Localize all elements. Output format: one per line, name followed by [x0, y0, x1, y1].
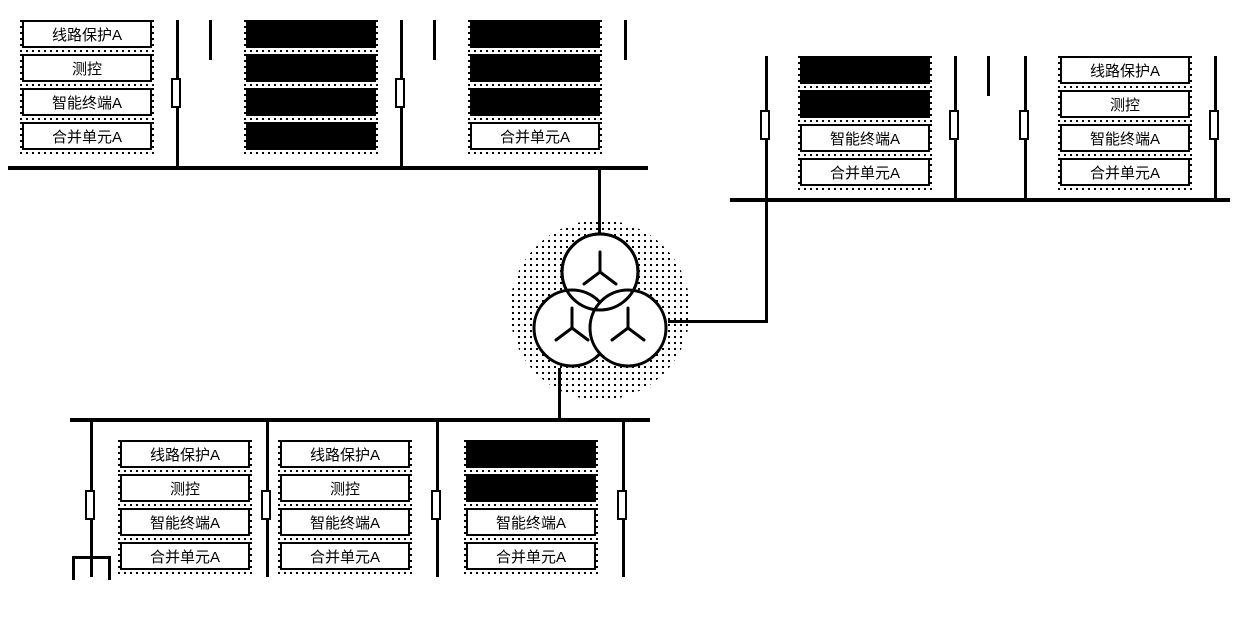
- box-label: 线路保护A: [276, 24, 346, 45]
- device-box-intelligent-terminal: 智能终端A: [246, 88, 376, 116]
- breaker-icon: [171, 78, 181, 108]
- device-box-merge-unit: 合并单元A: [466, 542, 596, 570]
- device-box-measurement: 测控: [800, 90, 930, 118]
- box-label: 智能终端A: [276, 92, 346, 113]
- device-box-line-protection: 线路保护A: [246, 20, 376, 48]
- device-box-line-protection: 线路保护A: [1060, 56, 1190, 84]
- bay-stack-top-3: 线路保护A 测控 智能终端A 合并单元A: [470, 20, 600, 150]
- branch: [765, 202, 768, 322]
- box-label: 智能终端A: [1090, 128, 1160, 149]
- bay-stack-bot-1: 线路保护A 测控 智能终端A 合并单元A: [120, 440, 250, 570]
- bay-stack-top-2: 线路保护A 测控 智能终端A 合并单元A: [246, 20, 376, 150]
- box-label: 测控: [330, 478, 360, 499]
- device-box-measurement: 测控: [1060, 90, 1190, 118]
- box-label: 线路保护A: [1090, 60, 1160, 81]
- box-label: 线路保护A: [830, 60, 900, 81]
- box-label: 线路保护A: [52, 24, 122, 45]
- device-box-measurement: 测控: [280, 474, 410, 502]
- device-box-line-protection: 线路保护A: [280, 440, 410, 468]
- breaker-icon: [1019, 110, 1029, 140]
- box-label: 线路保护A: [310, 444, 380, 465]
- breaker-icon: [617, 490, 627, 520]
- box-label: 合并单元A: [52, 126, 122, 147]
- branch: [987, 56, 990, 96]
- device-box-intelligent-terminal: 智能终端A: [466, 508, 596, 536]
- box-label: 测控: [170, 478, 200, 499]
- box-label: 合并单元A: [496, 546, 566, 567]
- device-box-line-protection: 线路保护A: [466, 440, 596, 468]
- device-box-measurement: 测控: [470, 54, 600, 82]
- bay-stack-top-5: 线路保护A 测控 智能终端A 合并单元A: [1060, 56, 1190, 186]
- box-label: 测控: [296, 58, 326, 79]
- device-box-line-protection: 线路保护A: [470, 20, 600, 48]
- device-box-merge-unit: 合并单元A: [470, 122, 600, 150]
- box-label: 测控: [850, 94, 880, 115]
- breaker-icon: [760, 110, 770, 140]
- busbar-top-left: [8, 166, 648, 170]
- box-label: 合并单元A: [1090, 162, 1160, 183]
- device-box-merge-unit: 合并单元A: [22, 122, 152, 150]
- device-box-line-protection: 线路保护A: [800, 56, 930, 84]
- device-box-measurement: 测控: [466, 474, 596, 502]
- box-label: 测控: [72, 58, 102, 79]
- device-box-merge-unit: 合并单元A: [120, 542, 250, 570]
- branch: [433, 20, 436, 60]
- branch: [72, 556, 75, 580]
- breaker-icon: [949, 110, 959, 140]
- device-box-intelligent-terminal: 智能终端A: [470, 88, 600, 116]
- box-label: 合并单元A: [830, 162, 900, 183]
- breaker-icon: [261, 490, 271, 520]
- box-label: 智能终端A: [52, 92, 122, 113]
- bay-stack-top-4: 线路保护A 测控 智能终端A 合并单元A: [800, 56, 930, 186]
- device-box-line-protection: 线路保护A: [22, 20, 152, 48]
- box-label: 测控: [516, 478, 546, 499]
- device-box-measurement: 测控: [22, 54, 152, 82]
- box-label: 测控: [1110, 94, 1140, 115]
- device-box-measurement: 测控: [246, 54, 376, 82]
- bay-stack-bot-2: 线路保护A 测控 智能终端A 合并单元A: [280, 440, 410, 570]
- branch: [598, 170, 601, 234]
- device-box-intelligent-terminal: 智能终端A: [22, 88, 152, 116]
- branch: [72, 556, 110, 559]
- box-label: 合并单元A: [500, 126, 570, 147]
- box-label: 智能终端A: [310, 512, 380, 533]
- device-box-intelligent-terminal: 智能终端A: [120, 508, 250, 536]
- box-label: 合并单元A: [150, 546, 220, 567]
- busbar-bottom: [70, 418, 650, 422]
- transformer-icon: [520, 230, 680, 390]
- branch: [624, 20, 627, 60]
- branch: [668, 320, 768, 323]
- box-label: 合并单元A: [276, 126, 346, 147]
- device-box-intelligent-terminal: 智能终端A: [1060, 124, 1190, 152]
- breaker-icon: [395, 78, 405, 108]
- device-box-merge-unit: 合并单元A: [1060, 158, 1190, 186]
- box-label: 合并单元A: [310, 546, 380, 567]
- box-label: 智能终端A: [500, 92, 570, 113]
- device-box-merge-unit: 合并单元A: [800, 158, 930, 186]
- box-label: 线路保护A: [150, 444, 220, 465]
- box-label: 测控: [520, 58, 550, 79]
- bay-stack-top-1: 线路保护A 测控 智能终端A 合并单元A: [22, 20, 152, 150]
- breaker-icon: [85, 490, 95, 520]
- bay-stack-bot-3: 线路保护A 测控 智能终端A 合并单元A: [466, 440, 596, 570]
- branch: [209, 20, 212, 60]
- busbar-top-right: [730, 198, 1230, 202]
- box-label: 线路保护A: [496, 444, 566, 465]
- device-box-merge-unit: 合并单元A: [246, 122, 376, 150]
- device-box-measurement: 测控: [120, 474, 250, 502]
- device-box-intelligent-terminal: 智能终端A: [800, 124, 930, 152]
- box-label: 智能终端A: [496, 512, 566, 533]
- box-label: 智能终端A: [150, 512, 220, 533]
- box-label: 智能终端A: [830, 128, 900, 149]
- box-label: 线路保护A: [500, 24, 570, 45]
- device-box-line-protection: 线路保护A: [120, 440, 250, 468]
- device-box-merge-unit: 合并单元A: [280, 542, 410, 570]
- branch: [108, 556, 111, 580]
- breaker-icon: [1209, 110, 1219, 140]
- device-box-intelligent-terminal: 智能终端A: [280, 508, 410, 536]
- breaker-icon: [431, 490, 441, 520]
